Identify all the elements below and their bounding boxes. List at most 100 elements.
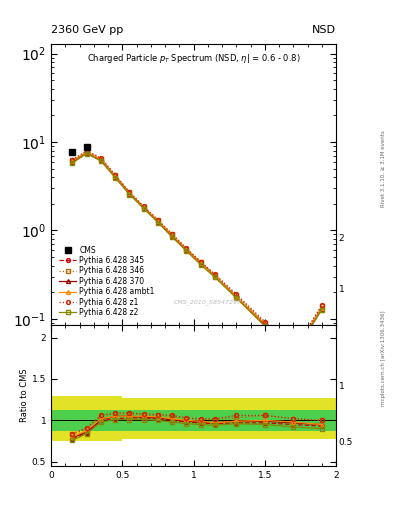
Pythia 6.428 346	[113, 172, 118, 178]
Pythia 6.428 z1	[113, 172, 118, 178]
Pythia 6.428 z2	[127, 191, 132, 198]
Pythia 6.428 z2	[170, 234, 174, 240]
Pythia 6.428 370	[170, 233, 174, 239]
Pythia 6.428 ambt1	[170, 232, 174, 239]
Pythia 6.428 345	[70, 159, 75, 165]
Pythia 6.428 ambt1	[184, 246, 189, 252]
Pythia 6.428 z2	[198, 262, 203, 268]
Pythia 6.428 z2	[263, 323, 267, 329]
Line: Pythia 6.428 346: Pythia 6.428 346	[70, 150, 324, 354]
Line: CMS: CMS	[69, 144, 90, 155]
Pythia 6.428 346	[184, 246, 189, 252]
Pythia 6.428 370	[70, 159, 75, 165]
Pythia 6.428 z1	[170, 231, 174, 237]
Pythia 6.428 345	[263, 322, 267, 328]
Pythia 6.428 370	[141, 204, 146, 210]
Pythia 6.428 346	[127, 189, 132, 196]
Pythia 6.428 346	[70, 157, 75, 163]
CMS	[84, 144, 89, 151]
Pythia 6.428 346	[291, 349, 296, 355]
Pythia 6.428 z1	[198, 259, 203, 265]
Line: Pythia 6.428 345: Pythia 6.428 345	[70, 151, 324, 356]
Pythia 6.428 370	[234, 294, 239, 300]
Pythia 6.428 ambt1	[84, 149, 89, 155]
Pythia 6.428 346	[99, 156, 103, 162]
Pythia 6.428 ambt1	[263, 321, 267, 327]
Pythia 6.428 ambt1	[320, 305, 324, 311]
Text: 2: 2	[339, 233, 344, 243]
Pythia 6.428 ambt1	[156, 218, 160, 224]
Pythia 6.428 345	[113, 174, 118, 180]
Text: CMS_2010_S8547297: CMS_2010_S8547297	[174, 300, 242, 306]
Pythia 6.428 345	[84, 150, 89, 156]
Pythia 6.428 346	[234, 292, 239, 298]
Pythia 6.428 z2	[184, 248, 189, 254]
Line: Pythia 6.428 z2: Pythia 6.428 z2	[70, 152, 324, 357]
Pythia 6.428 ambt1	[70, 158, 75, 164]
Pythia 6.428 z2	[291, 352, 296, 358]
Pythia 6.428 346	[170, 231, 174, 238]
Line: Pythia 6.428 z1: Pythia 6.428 z1	[70, 148, 324, 353]
Pythia 6.428 ambt1	[234, 294, 239, 300]
Pythia 6.428 z1	[213, 271, 217, 278]
Line: Pythia 6.428 ambt1: Pythia 6.428 ambt1	[70, 150, 324, 355]
Pythia 6.428 ambt1	[213, 273, 217, 279]
Pythia 6.428 ambt1	[291, 350, 296, 356]
Text: 1: 1	[339, 285, 345, 294]
Pythia 6.428 z1	[291, 348, 296, 354]
Pythia 6.428 z1	[234, 291, 239, 297]
Line: Pythia 6.428 370: Pythia 6.428 370	[70, 151, 324, 355]
Pythia 6.428 345	[170, 233, 174, 239]
Pythia 6.428 345	[320, 306, 324, 312]
Pythia 6.428 z2	[84, 151, 89, 157]
Pythia 6.428 ambt1	[113, 173, 118, 179]
Pythia 6.428 z1	[84, 147, 89, 154]
Pythia 6.428 345	[141, 205, 146, 211]
Pythia 6.428 370	[320, 305, 324, 311]
Pythia 6.428 346	[320, 303, 324, 309]
Pythia 6.428 z2	[156, 220, 160, 226]
Pythia 6.428 345	[213, 273, 217, 280]
Pythia 6.428 345	[156, 219, 160, 225]
Pythia 6.428 z2	[234, 295, 239, 301]
Pythia 6.428 z1	[99, 155, 103, 161]
Pythia 6.428 z1	[320, 302, 324, 308]
Pythia 6.428 z2	[113, 175, 118, 181]
Pythia 6.428 345	[99, 157, 103, 163]
Pythia 6.428 370	[198, 260, 203, 266]
Pythia 6.428 346	[213, 272, 217, 278]
Pythia 6.428 ambt1	[99, 156, 103, 162]
Pythia 6.428 z1	[127, 189, 132, 195]
Text: mcplots.cern.ch [arXiv:1306.3436]: mcplots.cern.ch [arXiv:1306.3436]	[381, 311, 386, 406]
Pythia 6.428 346	[84, 148, 89, 155]
Text: 2360 GeV pp: 2360 GeV pp	[51, 25, 123, 35]
Pythia 6.428 345	[127, 190, 132, 197]
Pythia 6.428 z2	[70, 160, 75, 166]
Text: NSD: NSD	[312, 25, 336, 35]
Pythia 6.428 346	[198, 259, 203, 265]
Pythia 6.428 370	[263, 321, 267, 327]
Y-axis label: Ratio to CMS: Ratio to CMS	[20, 369, 29, 422]
Pythia 6.428 370	[127, 190, 132, 196]
Pythia 6.428 370	[156, 218, 160, 224]
Pythia 6.428 346	[263, 320, 267, 326]
Pythia 6.428 z2	[99, 158, 103, 164]
Pythia 6.428 z1	[141, 203, 146, 209]
Pythia 6.428 z1	[263, 318, 267, 325]
Pythia 6.428 370	[84, 150, 89, 156]
Pythia 6.428 ambt1	[198, 260, 203, 266]
Pythia 6.428 345	[198, 261, 203, 267]
Pythia 6.428 346	[156, 217, 160, 223]
Pythia 6.428 370	[291, 350, 296, 356]
Legend: CMS, Pythia 6.428 345, Pythia 6.428 346, Pythia 6.428 370, Pythia 6.428 ambt1, P: CMS, Pythia 6.428 345, Pythia 6.428 346,…	[58, 244, 156, 318]
Pythia 6.428 z1	[156, 217, 160, 223]
Pythia 6.428 z1	[184, 245, 189, 251]
Pythia 6.428 345	[184, 247, 189, 253]
Pythia 6.428 345	[291, 351, 296, 357]
Pythia 6.428 z1	[70, 157, 75, 163]
Pythia 6.428 370	[213, 273, 217, 279]
Pythia 6.428 ambt1	[127, 190, 132, 196]
CMS	[70, 148, 75, 155]
Text: 1: 1	[339, 382, 345, 391]
Pythia 6.428 345	[234, 294, 239, 301]
